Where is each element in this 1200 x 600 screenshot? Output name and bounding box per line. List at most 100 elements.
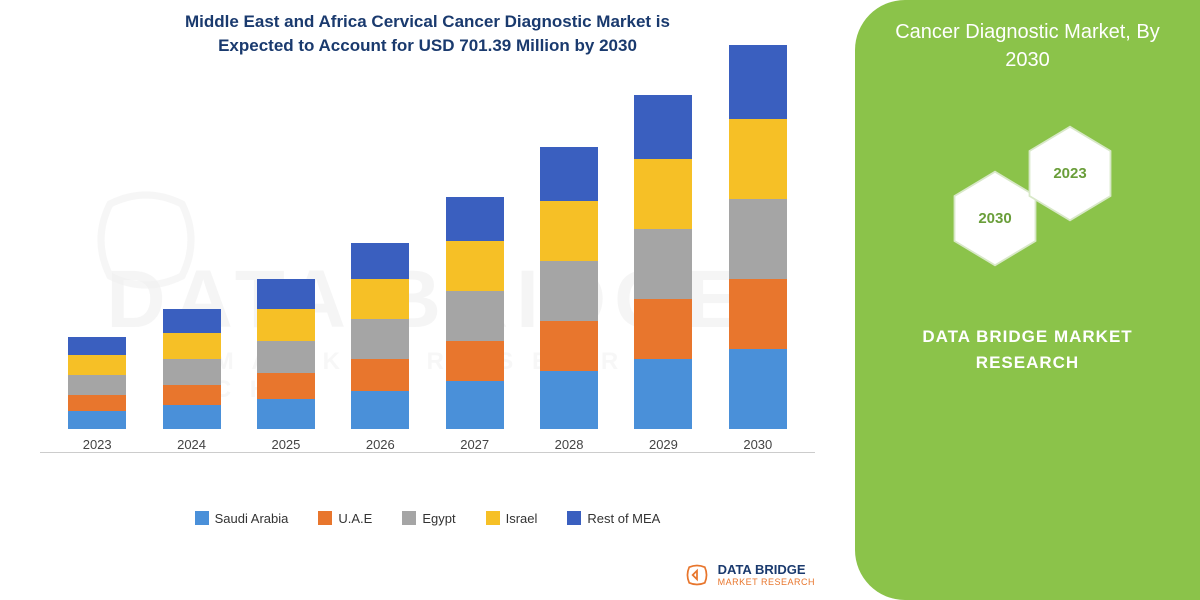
right-panel: Cancer Diagnostic Market, By 2030 203020…: [855, 0, 1200, 600]
legend-swatch: [318, 511, 332, 525]
x-axis-label: 2029: [649, 437, 678, 452]
bar-stack: [257, 279, 315, 429]
bar-segment: [729, 279, 787, 349]
footer-logo-sub: MARKET RESEARCH: [718, 577, 815, 587]
bar-group: 2024: [152, 309, 232, 452]
legend-label: Rest of MEA: [587, 511, 660, 526]
bar-group: 2029: [623, 95, 703, 452]
bar-segment: [634, 229, 692, 299]
bar-group: 2030: [718, 45, 798, 452]
bar-segment: [729, 199, 787, 279]
bar-stack: [68, 337, 126, 429]
bar-segment: [68, 375, 126, 395]
x-axis-label: 2023: [83, 437, 112, 452]
bar-segment: [729, 119, 787, 199]
x-axis-label: 2030: [743, 437, 772, 452]
legend-item: Israel: [486, 511, 538, 526]
x-axis-label: 2026: [366, 437, 395, 452]
hexagon-label: 2030: [978, 210, 1011, 227]
x-axis-label: 2025: [271, 437, 300, 452]
legend-item: U.A.E: [318, 511, 372, 526]
bar-segment: [540, 371, 598, 429]
legend-swatch: [567, 511, 581, 525]
bar-segment: [257, 373, 315, 399]
hexagon-label: 2023: [1053, 165, 1086, 182]
chart-title: Middle East and Africa Cervical Cancer D…: [20, 10, 835, 58]
brand-line2: RESEARCH: [976, 353, 1079, 372]
hexagon: 2023: [1025, 124, 1115, 223]
bar-segment: [68, 355, 126, 375]
bar-group: 2025: [246, 279, 326, 452]
bar-segment: [634, 359, 692, 429]
legend-swatch: [402, 511, 416, 525]
bar-group: 2027: [435, 197, 515, 452]
bar-segment: [257, 399, 315, 429]
bar-segment: [351, 279, 409, 319]
bar-segment: [163, 309, 221, 333]
legend-item: Saudi Arabia: [195, 511, 289, 526]
legend-label: Egypt: [422, 511, 455, 526]
bar-segment: [68, 337, 126, 355]
bar-segment: [540, 201, 598, 261]
bar-segment: [446, 291, 504, 341]
bar-stack: [540, 147, 598, 429]
brand-text: DATA BRIDGE MARKET RESEARCH: [855, 324, 1200, 375]
right-panel-title: Cancer Diagnostic Market, By 2030: [855, 0, 1200, 74]
bar-segment: [540, 321, 598, 371]
bar-segment: [257, 309, 315, 341]
hexagon-group: 2030 2023: [855, 114, 1200, 294]
legend-item: Rest of MEA: [567, 511, 660, 526]
bar-segment: [351, 359, 409, 391]
bar-segment: [163, 359, 221, 385]
legend: Saudi Arabia U.A.E Egypt Israel Rest of MEA: [20, 511, 835, 526]
bar-segment: [634, 95, 692, 159]
bar-segment: [257, 341, 315, 373]
bar-segment: [163, 385, 221, 405]
bar-segment: [163, 405, 221, 429]
bar-segment: [634, 299, 692, 359]
bar-segment: [446, 381, 504, 429]
chart-area: 2023 2024 2025 2026 2027 2028 2029 2030: [40, 73, 815, 493]
bar-stack: [446, 197, 504, 429]
bar-stack: [351, 243, 409, 429]
bar-group: 2023: [57, 337, 137, 452]
chart-panel: Middle East and Africa Cervical Cancer D…: [0, 0, 855, 600]
legend-label: Saudi Arabia: [215, 511, 289, 526]
brand-line1: DATA BRIDGE MARKET: [922, 327, 1132, 346]
footer-logo-main: DATA BRIDGE: [718, 563, 815, 577]
legend-label: Israel: [506, 511, 538, 526]
bar-segment: [68, 411, 126, 429]
legend-item: Egypt: [402, 511, 455, 526]
bar-stack: [634, 95, 692, 429]
x-axis-label: 2024: [177, 437, 206, 452]
bar-segment: [446, 341, 504, 381]
bar-segment: [634, 159, 692, 229]
footer-logo: DATA BRIDGE MARKET RESEARCH: [684, 562, 815, 588]
chart-title-line1: Middle East and Africa Cervical Cancer D…: [185, 12, 670, 31]
bar-segment: [351, 319, 409, 359]
bars-container: 2023 2024 2025 2026 2027 2028 2029 2030: [40, 73, 815, 453]
footer-logo-icon: [684, 562, 710, 588]
chart-title-line2: Expected to Account for USD 701.39 Milli…: [218, 36, 637, 55]
bar-segment: [729, 349, 787, 429]
bar-segment: [68, 395, 126, 411]
bar-segment: [351, 391, 409, 429]
main-container: Middle East and Africa Cervical Cancer D…: [0, 0, 1200, 600]
bar-group: 2026: [340, 243, 420, 452]
legend-label: U.A.E: [338, 511, 372, 526]
bar-stack: [729, 45, 787, 429]
footer-logo-text-wrap: DATA BRIDGE MARKET RESEARCH: [718, 563, 815, 587]
legend-swatch: [486, 511, 500, 525]
bar-segment: [257, 279, 315, 309]
bar-segment: [163, 333, 221, 359]
bar-segment: [540, 261, 598, 321]
bar-group: 2028: [529, 147, 609, 452]
legend-swatch: [195, 511, 209, 525]
bar-segment: [446, 197, 504, 241]
bar-stack: [163, 309, 221, 429]
bar-segment: [446, 241, 504, 291]
bar-segment: [729, 45, 787, 119]
bar-segment: [351, 243, 409, 279]
x-axis-label: 2027: [460, 437, 489, 452]
bar-segment: [540, 147, 598, 201]
